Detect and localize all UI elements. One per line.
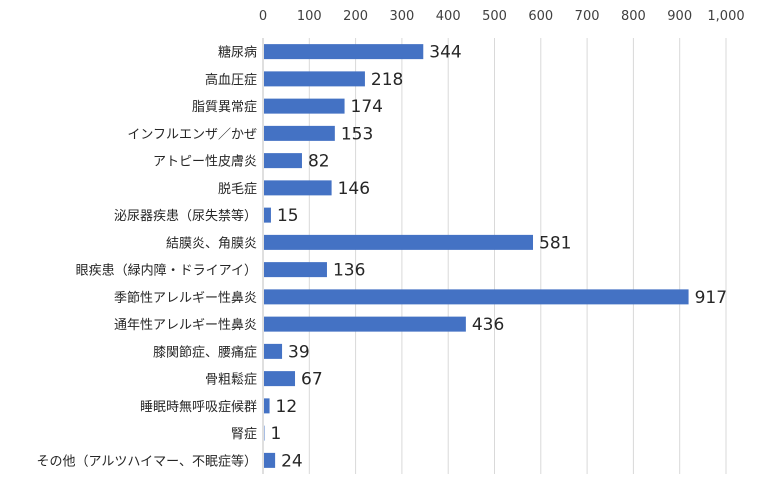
category-label: その他（アルツハイマー、不眠症等） <box>37 453 257 469</box>
bar <box>264 98 345 114</box>
category-label: 通年性アレルギー性鼻炎 <box>114 317 257 333</box>
data-label: 218 <box>371 70 403 90</box>
x-tick-label: 200 <box>343 9 368 24</box>
category-label: 脂質異常症 <box>192 100 257 115</box>
category-label: 季節性アレルギー性鼻炎 <box>114 290 257 306</box>
bar <box>264 71 365 87</box>
bar <box>264 153 302 169</box>
bar-series <box>264 44 689 468</box>
data-label: 146 <box>338 179 370 199</box>
data-label: 15 <box>277 206 299 226</box>
bar <box>264 371 296 387</box>
bar <box>264 262 327 278</box>
x-tick-label: 500 <box>482 9 507 24</box>
x-axis-ticks: 0 100 200 300 400 500 600 700 800 900 1,000 <box>259 9 745 24</box>
bar <box>264 316 466 332</box>
bar <box>264 234 534 250</box>
bar <box>264 452 276 468</box>
category-label: 高血圧症 <box>205 72 257 88</box>
data-label: 39 <box>288 342 310 362</box>
x-tick-label: 800 <box>621 9 646 24</box>
category-label: 腎症 <box>231 427 257 442</box>
bar <box>264 398 270 414</box>
data-label: 82 <box>308 152 330 172</box>
x-tick-label: 700 <box>575 9 600 24</box>
bar <box>264 207 271 223</box>
data-label: 436 <box>472 315 504 335</box>
x-tick-label: 100 <box>297 9 322 24</box>
category-label: 糖尿病 <box>218 45 257 61</box>
data-label: 917 <box>695 288 727 308</box>
data-label: 581 <box>539 233 571 253</box>
category-label: アトピー性皮膚炎 <box>153 154 257 170</box>
category-label: インフルエンザ／かぜ <box>127 127 257 142</box>
x-tick-label: 1,000 <box>707 9 744 24</box>
category-label: 睡眠時無呼吸症候群 <box>140 400 257 415</box>
data-label: 12 <box>276 397 298 417</box>
data-label: 174 <box>351 97 383 117</box>
bar <box>264 125 335 141</box>
x-tick-label: 900 <box>667 9 692 24</box>
data-label: 344 <box>429 43 461 63</box>
category-label: 脱毛症 <box>218 182 257 197</box>
category-label: 眼疾患（緑内障・ドライアイ） <box>76 263 257 279</box>
bar <box>264 180 332 196</box>
category-label: 膝関節症、腰痛症 <box>153 344 257 360</box>
data-label: 136 <box>333 261 365 281</box>
category-label: 骨粗鬆症 <box>205 373 257 388</box>
x-tick-label: 400 <box>436 9 461 24</box>
bar <box>264 343 283 359</box>
bar <box>264 44 424 60</box>
bar <box>264 289 689 305</box>
category-label: 結膜炎、角膜炎 <box>166 236 257 251</box>
data-label: 1 <box>270 424 281 444</box>
x-tick-label: 600 <box>528 9 553 24</box>
x-tick-label: 0 <box>259 9 267 24</box>
category-axis-labels: 糖尿病高血圧症脂質異常症インフルエンザ／かぜアトピー性皮膚炎脱毛症泌尿器疾患（尿… <box>37 45 257 470</box>
data-label: 67 <box>301 370 323 390</box>
data-label: 153 <box>341 124 373 144</box>
category-label: 泌尿器疾患（尿失禁等） <box>114 208 257 224</box>
data-label: 24 <box>281 451 303 471</box>
x-tick-label: 300 <box>389 9 414 24</box>
